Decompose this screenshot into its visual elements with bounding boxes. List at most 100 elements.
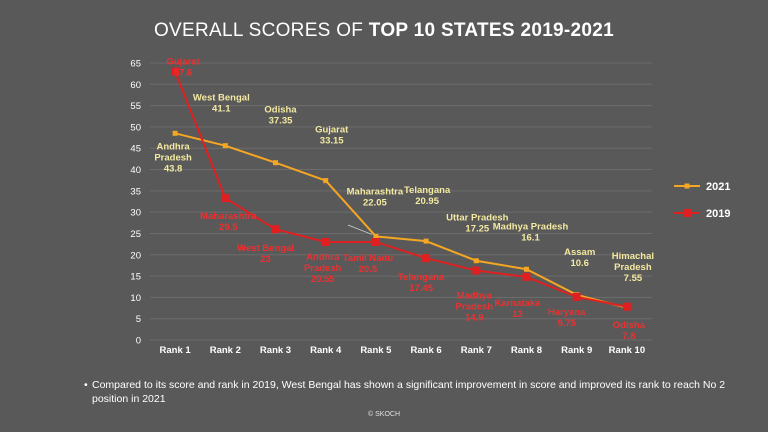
- y-tick-label: 60: [130, 80, 141, 91]
- data-label-2019: Maharashtra: [200, 211, 257, 222]
- data-point-2021: [423, 238, 429, 244]
- footnote-bullet: •: [84, 379, 88, 391]
- y-tick-label: 35: [130, 186, 141, 197]
- y-tick-label: 55: [130, 101, 141, 112]
- data-point-2021: [524, 266, 529, 272]
- data-label-2021: 41.1: [212, 104, 231, 115]
- data-point-2019: [522, 272, 531, 281]
- data-label-2019: 7.8: [622, 331, 635, 342]
- data-label-2021: Uttar Pradesh: [446, 213, 508, 224]
- data-label-2021: Telangana: [404, 185, 451, 196]
- footnote-text: Compared to its score and rank in 2019, …: [92, 379, 726, 405]
- x-tick-label: Rank 2: [210, 345, 241, 356]
- data-label-2019: 23: [260, 254, 271, 265]
- data-point-2019: [171, 67, 180, 76]
- data-point-2021: [273, 160, 278, 166]
- data-label-2019: 14.9: [465, 313, 484, 324]
- data-label-2019: 20.55: [311, 274, 335, 285]
- data-label-2021: 22.05: [363, 197, 387, 208]
- legend-marker-2021: [684, 183, 690, 189]
- data-label-2021: Himachal: [612, 251, 654, 262]
- data-label-2019: Telangana: [398, 272, 445, 283]
- y-tick-label: 25: [130, 229, 141, 240]
- legend-label-2019: 2019: [706, 208, 730, 220]
- data-point-2021: [323, 178, 329, 184]
- x-tick-label: Rank 9: [561, 345, 592, 356]
- y-tick-label: 0: [136, 336, 141, 347]
- y-tick-label: 20: [130, 250, 141, 261]
- data-point-2021: [172, 130, 178, 136]
- y-tick-label: 45: [130, 144, 141, 155]
- data-label-2019: Gujarat: [166, 57, 200, 68]
- legend-marker-2019: [683, 209, 691, 217]
- legend-label-2021: 2021: [706, 181, 730, 193]
- data-point-2019: [271, 225, 280, 234]
- copyright-text: © SKOCH: [368, 411, 400, 418]
- data-label-2021: 17.25: [465, 224, 489, 235]
- x-tick-label: Rank 7: [461, 345, 492, 356]
- data-label-2021: 43.8: [164, 163, 183, 174]
- data-point-2019: [321, 237, 330, 246]
- data-point-2021: [373, 233, 379, 239]
- data-point-2019: [422, 254, 431, 263]
- data-point-2019: [572, 292, 581, 301]
- data-label-2019: 13: [512, 309, 523, 320]
- series-line-2019: [174, 71, 628, 308]
- data-label-2021: Gujarat: [315, 125, 349, 136]
- x-tick-label: Rank 3: [260, 345, 291, 356]
- data-label-2021: Maharashtra: [347, 186, 404, 197]
- x-tick-label: Rank 10: [609, 345, 645, 356]
- data-label-2021: 37.35: [269, 116, 293, 127]
- y-tick-label: 50: [130, 122, 141, 133]
- data-label-2019: 29.5: [219, 222, 238, 233]
- data-label-2021: Andhra: [156, 141, 190, 152]
- y-tick-label: 15: [130, 272, 141, 283]
- y-tick-label: 30: [130, 208, 141, 219]
- data-label-2019: Madhya: [457, 291, 493, 302]
- x-tick-label: Rank 5: [360, 345, 392, 356]
- data-label-2019: 17.45: [409, 283, 433, 294]
- data-label-2019: Andhra: [306, 252, 340, 263]
- chart-title-bold: TOP 10 STATES 2019-2021: [368, 20, 615, 41]
- data-label-2019: Pradesh: [304, 263, 342, 274]
- data-label-2021: 16.1: [521, 232, 540, 243]
- chart-title-plain: OVERALL SCORES OF: [153, 20, 369, 41]
- x-tick-label: Rank 8: [511, 345, 542, 356]
- series-line-2021: [174, 132, 628, 309]
- data-label-2019: 20.5: [359, 264, 378, 275]
- x-tick-label: Rank 6: [411, 345, 442, 356]
- data-label-2019: Haryana: [548, 307, 586, 318]
- data-label-2021: 7.55: [624, 273, 643, 284]
- x-tick-label: Rank 4: [310, 345, 342, 356]
- data-label-2019: Odisha: [613, 320, 646, 331]
- y-tick-label: 5: [136, 314, 141, 325]
- y-tick-label: 40: [130, 165, 141, 176]
- data-label-2019: Karnataka: [495, 298, 542, 309]
- data-point-2021: [473, 258, 479, 264]
- y-tick-label: 65: [130, 59, 141, 70]
- data-label-2021: Assam: [564, 247, 595, 258]
- data-point-2021: [222, 143, 228, 149]
- data-label-2021: Odisha: [264, 105, 297, 116]
- data-label-2019: 9.75: [557, 318, 576, 329]
- data-label-2021: Pradesh: [154, 152, 192, 163]
- data-label-2019: Pradesh: [456, 302, 494, 313]
- chart-title: OVERALL SCORES OF TOP 10 STATES 2019-202…: [0, 20, 768, 42]
- data-point-2019: [472, 266, 481, 275]
- data-label-2019: Tamil Nadu: [343, 253, 394, 264]
- footnote: • Compared to its score and rank in 2019…: [84, 378, 732, 406]
- data-label-2021: 33.15: [320, 136, 344, 147]
- data-label-2021: West Bengal: [193, 93, 250, 104]
- data-label-2019: West Bengal: [237, 243, 294, 254]
- data-label-2021: Pradesh: [614, 262, 652, 273]
- x-tick-label: Rank 1: [160, 345, 192, 356]
- line-chart: 0 5 10 15 20 25 30 35 40 45 50 55 60 65 Rank 1 Rank 2 Ra…: [130, 57, 730, 356]
- data-label-2021: 10.6: [570, 258, 589, 269]
- data-point-2019: [221, 194, 230, 203]
- data-point-2019: [622, 302, 631, 311]
- leader-line: [347, 224, 373, 235]
- data-label-2019: 57.6: [174, 68, 193, 79]
- data-point-2019: [371, 237, 380, 246]
- y-tick-label: 10: [130, 293, 141, 304]
- data-label-2021: Madhya Pradesh: [493, 221, 569, 232]
